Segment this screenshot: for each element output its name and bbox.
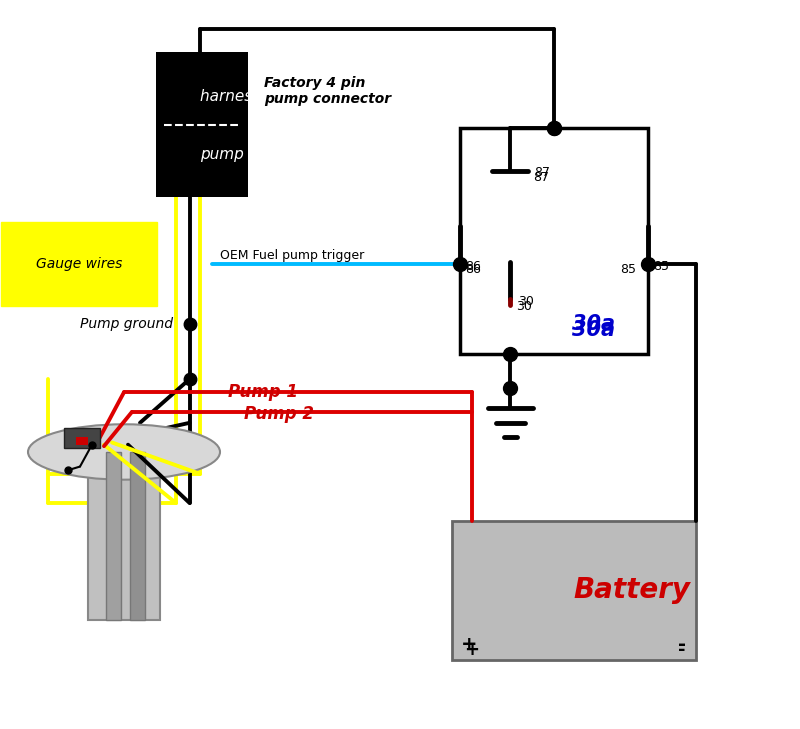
Text: 87: 87 (534, 166, 550, 179)
Text: Pump 1: Pump 1 (228, 383, 298, 401)
Bar (76, 437, 88, 445)
Text: 30: 30 (516, 300, 532, 313)
Text: 85: 85 (620, 263, 636, 276)
Ellipse shape (28, 424, 220, 480)
Text: 87: 87 (533, 171, 549, 184)
Text: OEM Fuel pump trigger: OEM Fuel pump trigger (220, 249, 364, 262)
Bar (88, 452, 160, 620)
Text: 30: 30 (518, 295, 534, 308)
Text: +: + (461, 635, 478, 654)
Bar (460, 128, 648, 354)
Text: Gauge wires: Gauge wires (36, 257, 122, 271)
Text: Pump ground: Pump ground (80, 317, 173, 332)
Text: 30a: 30a (572, 313, 615, 333)
Text: pump side: pump side (200, 147, 280, 162)
Text: 30a: 30a (572, 319, 615, 340)
Bar (156, 125, 248, 197)
Text: 86: 86 (466, 260, 482, 273)
Text: +: + (464, 642, 479, 659)
Text: Battery: Battery (574, 577, 690, 604)
Text: -: - (678, 635, 686, 654)
Text: harness side: harness side (200, 89, 296, 104)
Bar (156, 52, 248, 125)
Text: 86: 86 (466, 263, 482, 276)
Bar (64, 428, 100, 448)
Bar (106, 452, 121, 620)
Text: 85: 85 (654, 260, 670, 273)
Bar (130, 452, 145, 620)
Text: -: - (678, 642, 686, 659)
Text: Factory 4 pin
pump connector: Factory 4 pin pump connector (264, 76, 391, 106)
Text: Pump 2: Pump 2 (244, 405, 314, 423)
Bar (452, 521, 696, 660)
